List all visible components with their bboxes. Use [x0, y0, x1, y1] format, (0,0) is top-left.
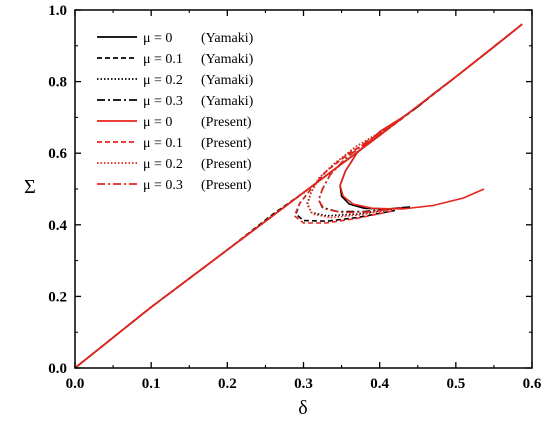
legend-label-source-6: (Present): [201, 157, 252, 172]
series-7: [74, 23, 523, 369]
y-tick-label: 0.6: [48, 146, 67, 162]
y-tick-label: 1.0: [48, 3, 67, 19]
plot-area: [74, 23, 523, 369]
series-line-7: [74, 23, 523, 369]
legend-label-mu-6: μ = 0.2: [143, 157, 183, 172]
legend-label-source-5: (Present): [201, 136, 252, 151]
x-tick-label: 0.6: [523, 376, 542, 392]
x-tick-label: 0.4: [370, 376, 389, 392]
legend-label-mu-2: μ = 0.2: [143, 73, 183, 88]
y-tick-label: 0.8: [48, 75, 67, 91]
legend-label-mu-5: μ = 0.1: [143, 136, 183, 151]
legend: μ = 0 (Yamaki) μ = 0.1 (Yamaki) μ = 0.2 (Yama…: [97, 31, 254, 193]
series-branch-6: [306, 127, 396, 219]
legend-label-source-2: (Yamaki): [201, 73, 254, 88]
y-tick-label: 0.0: [48, 361, 67, 377]
y-axis-title: Σ: [24, 176, 36, 198]
axes: 0.0 0.1 0.2 0.3 0.4 0.5 0.6 0.0 0.2 0.4 0.6 0.8 1.0: [48, 3, 542, 392]
legend-label-mu-4: μ = 0: [143, 115, 172, 130]
legend-label-source-7: (Present): [201, 178, 252, 193]
legend-label-source-4: (Present): [201, 115, 252, 130]
x-tick-label: 0.0: [66, 376, 85, 392]
legend-label-mu-0: μ = 0: [143, 31, 172, 46]
x-tick-label: 0.2: [218, 376, 237, 392]
y-tick-label: 0.2: [48, 289, 67, 305]
y-tick-label: 0.4: [48, 218, 67, 234]
legend-label-mu-7: μ = 0.3: [143, 178, 183, 193]
x-tick-label: 0.5: [446, 376, 465, 392]
x-tick-label: 0.3: [294, 376, 313, 392]
series-branch-5: [293, 134, 396, 224]
legend-label-source-0: (Yamaki): [201, 31, 254, 46]
legend-label-source-1: (Yamaki): [201, 52, 254, 67]
legend-label-mu-1: μ = 0.1: [143, 52, 183, 67]
x-axis-title: δ: [298, 397, 307, 419]
legend-label-source-3: (Yamaki): [201, 94, 254, 109]
series-branch-4: [339, 116, 485, 210]
legend-label-mu-3: μ = 0.3: [143, 94, 183, 109]
x-tick-label: 0.1: [142, 376, 161, 392]
